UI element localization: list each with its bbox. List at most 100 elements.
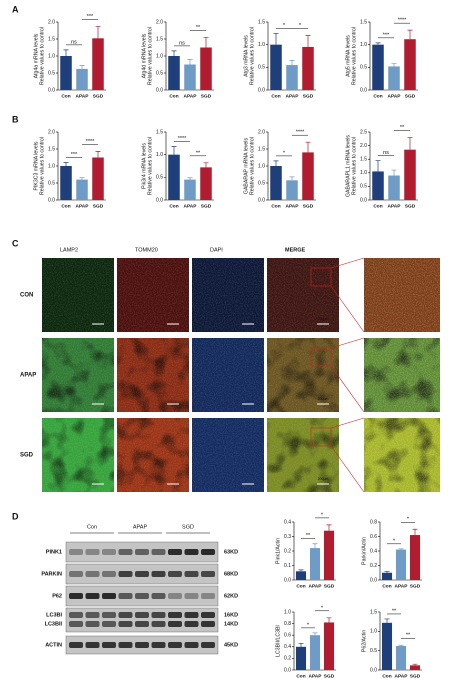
y-tick-label: 0.0	[284, 577, 291, 583]
error-bar	[384, 570, 390, 573]
column-header: MERGE	[285, 247, 306, 253]
blot-band	[168, 571, 182, 577]
error-bar	[412, 528, 418, 536]
bar	[372, 44, 384, 90]
significance-label: ****	[178, 136, 187, 142]
y-tick-label: 0.6	[284, 633, 291, 639]
y-tick-label: 0.0	[258, 87, 265, 93]
y-tick-label: 0.3	[284, 534, 291, 540]
y-tick-label: 0.8	[370, 519, 377, 525]
row-label: SGD	[20, 453, 34, 459]
bar	[404, 149, 416, 200]
y-axis-label: P62/Actin	[361, 630, 367, 652]
blot-band	[151, 593, 166, 599]
weight-label: 68KD	[224, 571, 238, 577]
significance-label: *	[321, 605, 324, 611]
y-axis-label: Relative values to control	[39, 27, 45, 85]
y-tick-label: 0.5	[360, 184, 367, 190]
x-tick-label: Con	[296, 583, 305, 589]
protein-label: P62	[52, 593, 62, 599]
y-axis-label: Relative values to control	[249, 27, 255, 85]
blot-band	[102, 612, 116, 618]
blot-band	[102, 593, 116, 599]
bar	[92, 157, 104, 200]
bar	[388, 175, 400, 200]
x-tick-label: APAP	[395, 673, 409, 679]
blot-band	[201, 593, 215, 599]
significance-label: ***	[383, 32, 390, 38]
blot-group: APAP	[133, 524, 148, 530]
x-tick-label: SGD	[324, 583, 335, 589]
error-bar	[305, 35, 311, 47]
error-bar	[398, 548, 404, 550]
y-axis-label: GABARAPL1 mRNA levels	[345, 135, 351, 197]
bar	[309, 548, 321, 580]
bar	[409, 535, 421, 580]
y-axis-label: Relative values to control	[39, 137, 45, 195]
blot-band	[151, 571, 166, 577]
error-bar	[203, 162, 209, 168]
zoom-lines	[330, 417, 365, 493]
y-tick-label: 2.0	[156, 19, 163, 25]
y-tick-label: 1.5	[156, 129, 163, 135]
y-tick-label: 0.0	[360, 197, 367, 203]
zoom-lines	[330, 257, 365, 333]
blot-band	[135, 621, 149, 627]
error-bar	[375, 160, 381, 172]
y-tick-label: 1.5	[360, 157, 367, 163]
bar	[60, 166, 72, 200]
y-tick-label: 1.0	[156, 53, 163, 59]
y-tick-label: 1.5	[48, 146, 55, 152]
blot-band	[118, 571, 133, 577]
protein-label: PARKIN	[41, 571, 62, 577]
column-header: DAPI	[210, 247, 223, 253]
micrograph-noise	[42, 338, 114, 412]
significance-label: **	[392, 608, 397, 614]
weight-label: 16KD	[224, 612, 238, 618]
protein-label: LC3BI	[46, 612, 62, 618]
bar	[295, 646, 307, 670]
significance-label: ***	[71, 152, 78, 158]
error-bar	[305, 141, 311, 153]
blot-band	[135, 593, 149, 599]
panel-letter: B	[12, 114, 19, 124]
error-bar	[95, 151, 101, 158]
panel-letter: A	[12, 4, 19, 14]
y-tick-label: 0.2	[370, 563, 377, 569]
x-tick-label: APAP	[388, 203, 402, 209]
error-bar	[187, 177, 193, 180]
x-tick-label: APAP	[309, 583, 323, 589]
zoom-box	[310, 427, 332, 447]
error-bar	[63, 49, 69, 56]
error-bar	[407, 29, 413, 40]
blot-band	[184, 549, 199, 555]
blot-band	[184, 612, 199, 618]
scale-bar-label: 200μm	[318, 397, 329, 401]
y-axis-label: Atg3 mRNA levels	[243, 35, 249, 77]
y-tick-label: 1.5	[156, 36, 163, 42]
blot-band	[168, 593, 182, 599]
y-tick-label: 1.5	[360, 19, 367, 25]
micrograph-noise	[267, 418, 339, 492]
significance-label: *	[321, 512, 324, 518]
blot-band	[151, 612, 166, 618]
significance-label: ***	[87, 14, 94, 20]
y-tick-label: 0.5	[360, 65, 367, 71]
significance-label: ns	[383, 150, 389, 156]
protein-label: LC3BII	[45, 621, 63, 627]
bar	[286, 180, 298, 200]
y-tick-label: 2.5	[360, 129, 367, 135]
y-tick-label: 0.2	[284, 548, 291, 554]
blot-band	[184, 593, 199, 599]
blot-band	[118, 549, 133, 555]
y-tick-label: 1.0	[156, 152, 163, 158]
blot-band	[135, 612, 149, 618]
y-axis-label: Relative values to control	[147, 27, 153, 85]
significance-label: ns	[179, 40, 185, 46]
blot-band	[69, 612, 83, 618]
row-label: APAP	[20, 373, 36, 379]
blot-band	[135, 571, 149, 577]
micrograph-noise	[117, 418, 189, 492]
